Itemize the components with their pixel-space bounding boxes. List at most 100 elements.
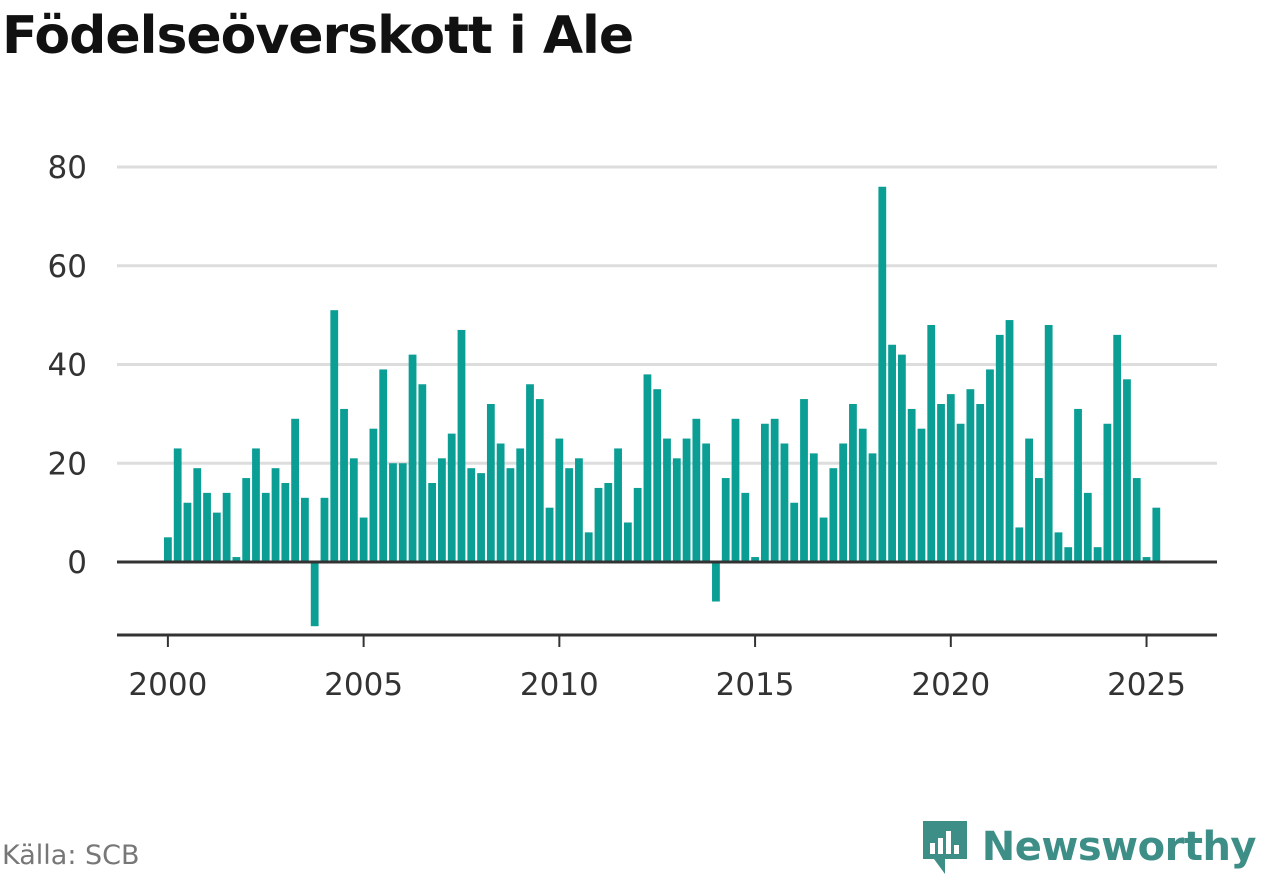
bar-64 <box>790 502 799 562</box>
y-tick-label-60: 60 <box>48 249 87 285</box>
bar-70 <box>849 404 857 562</box>
bar-42 <box>575 458 583 562</box>
bar-6 <box>222 492 231 562</box>
bar-92 <box>1064 547 1073 562</box>
bar-41 <box>565 468 574 562</box>
bar-75 <box>897 354 906 562</box>
y-tick-label-20: 20 <box>48 446 87 482</box>
bar-2 <box>183 502 192 562</box>
bar-50 <box>653 389 662 562</box>
source-label: Källa: SCB <box>2 840 140 871</box>
bar-87 <box>1015 527 1024 562</box>
bar-26 <box>418 384 427 562</box>
bar-33 <box>486 404 495 562</box>
bar-61 <box>760 423 769 562</box>
brand-logo: Newsworthy <box>920 818 1257 876</box>
bar-94 <box>1083 492 1092 562</box>
bar-34 <box>496 443 505 562</box>
x-tick-label-2010: 2010 <box>520 667 599 703</box>
bar-11 <box>271 468 280 562</box>
bar-99 <box>1132 478 1141 562</box>
bar-80 <box>946 394 955 562</box>
bar-97 <box>1113 334 1122 562</box>
bar-96 <box>1103 423 1112 562</box>
bar-36 <box>516 448 525 562</box>
bar-83 <box>976 404 985 562</box>
bar-35 <box>506 468 515 562</box>
bar-82 <box>966 389 975 562</box>
bar-47 <box>623 522 632 562</box>
bar-58 <box>731 418 740 562</box>
x-tick-label-2020: 2020 <box>911 667 990 703</box>
bar-18 <box>340 408 348 562</box>
bar-19 <box>349 458 358 562</box>
bar-76 <box>907 408 916 562</box>
bar-39 <box>545 507 554 562</box>
bar-53 <box>682 438 691 562</box>
axes <box>117 560 1217 647</box>
bar-79 <box>937 404 945 562</box>
bar-45 <box>604 483 613 562</box>
bar-90 <box>1044 325 1053 562</box>
tick-labels: 0 20 40 60 80 2000 2005 2010 2015 2020 2025 <box>48 150 1186 703</box>
bar-24 <box>398 463 407 562</box>
bar-52 <box>672 458 681 562</box>
bar-28 <box>438 458 446 562</box>
bar-98 <box>1123 379 1131 562</box>
bar-49 <box>643 374 652 562</box>
bar-81 <box>956 423 965 562</box>
bar-17 <box>330 310 339 562</box>
bar-43 <box>584 532 593 562</box>
bar-69 <box>839 443 848 562</box>
bar-1 <box>173 448 182 562</box>
brand-name: Newsworthy <box>981 824 1257 870</box>
bar-57 <box>721 478 730 562</box>
bar-78 <box>927 325 936 562</box>
bar-30 <box>457 329 466 562</box>
bar-74 <box>888 344 896 562</box>
bar-29 <box>447 433 456 562</box>
bar-46 <box>614 448 622 562</box>
bar-62 <box>770 418 779 562</box>
bar-63 <box>780 443 789 562</box>
x-tick-label-2025: 2025 <box>1107 667 1186 703</box>
bar-95 <box>1093 547 1102 562</box>
bar-14 <box>301 497 309 562</box>
bar-5 <box>212 512 221 562</box>
bar-56 <box>712 562 720 602</box>
bar-32 <box>477 473 485 562</box>
bar-37 <box>526 384 534 562</box>
bar-27 <box>428 483 437 562</box>
bar-101 <box>1152 507 1161 562</box>
bar-3 <box>193 468 202 562</box>
bar-73 <box>878 186 887 562</box>
bar-7 <box>232 557 241 562</box>
bar-13 <box>291 418 300 562</box>
bar-12 <box>281 483 290 562</box>
newsworthy-logo-icon <box>922 821 967 874</box>
bar-31 <box>467 468 476 562</box>
bar-91 <box>1054 532 1063 562</box>
bar-84 <box>986 369 994 562</box>
bar-23 <box>389 463 397 562</box>
bar-54 <box>692 418 701 562</box>
bar-21 <box>369 428 378 562</box>
bar-55 <box>702 443 711 562</box>
bar-8 <box>242 478 251 562</box>
chart-title: Födelseöverskott i Ale <box>2 6 634 66</box>
bar-72 <box>868 453 877 562</box>
bar-68 <box>829 468 838 562</box>
bar-40 <box>555 438 564 562</box>
bar-51 <box>663 438 671 562</box>
y-tick-label-0: 0 <box>67 545 87 581</box>
bar-9 <box>252 448 260 562</box>
bar-20 <box>359 517 368 562</box>
bars <box>163 186 1161 627</box>
bar-93 <box>1074 408 1082 562</box>
bar-89 <box>1034 478 1043 562</box>
bar-10 <box>261 492 270 562</box>
bar-77 <box>917 428 926 562</box>
bar-65 <box>800 399 808 562</box>
bar-4 <box>203 492 211 562</box>
